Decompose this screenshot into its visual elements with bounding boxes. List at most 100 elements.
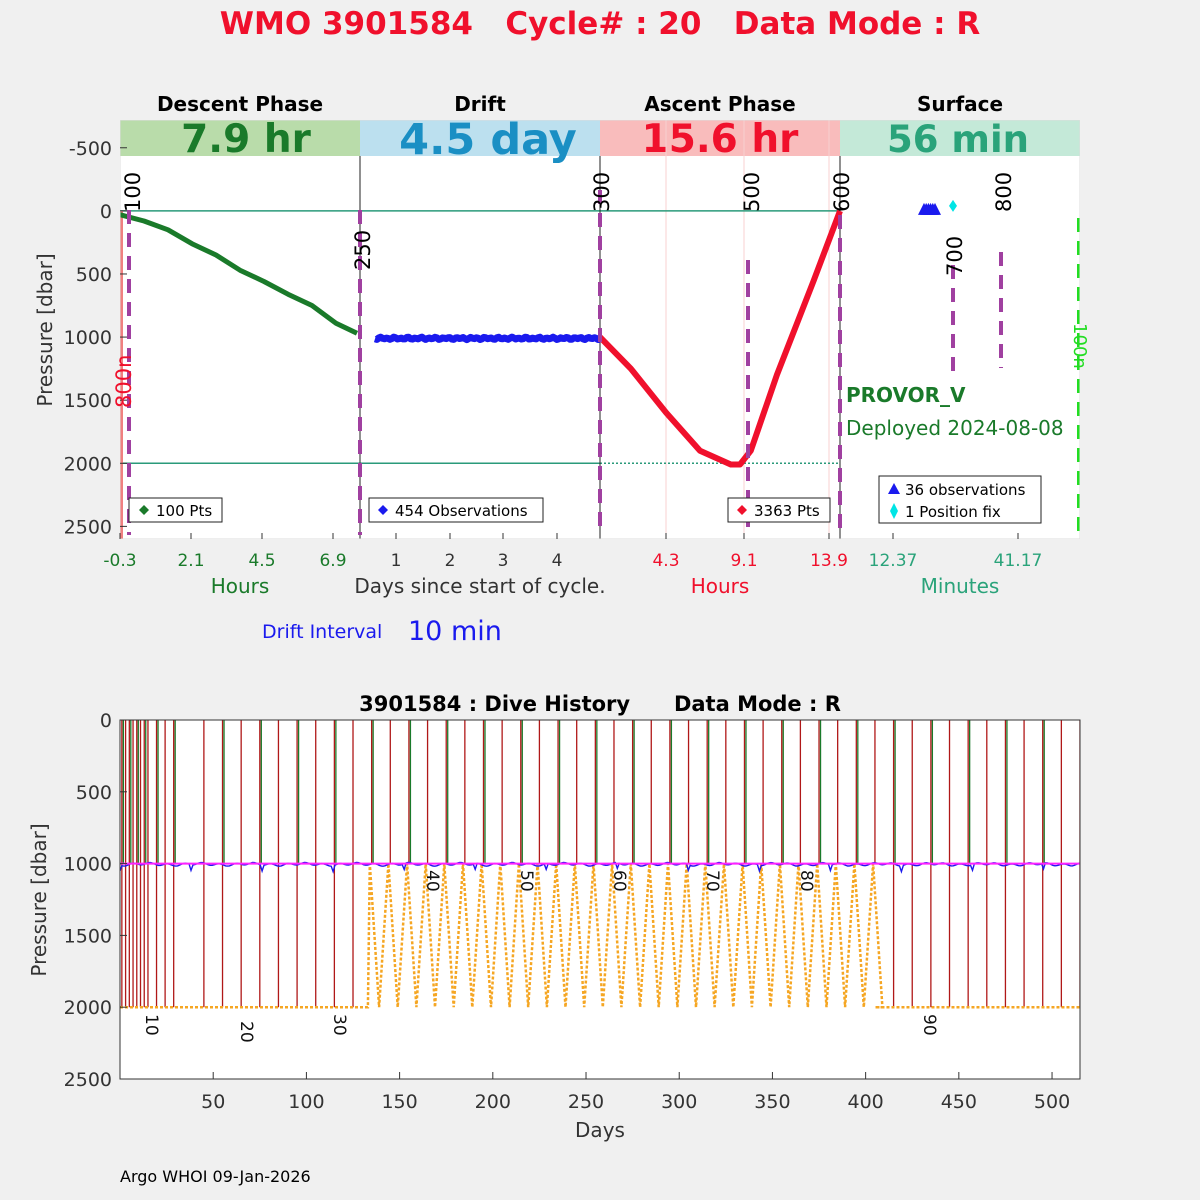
bottom-x-ticks: 50 100 150 200 250 300 350 400 450 500 [201,1072,1070,1113]
top-panel: Descent Phase Drift Ascent Phase Surface… [33,92,1090,647]
ascent-curve [597,209,843,468]
top-x-tick-label: 4 [552,551,563,571]
position-fix [949,199,957,212]
top-y-tick-label: 500 [76,264,112,286]
top-x-tick-label: 4.3 [652,551,679,571]
descent-legend-text: 100 Pts [156,502,212,520]
surface-phase-header: Surface [917,92,1003,116]
top-x-tick-label: -0.3 [103,551,136,571]
float-type: PROVOR_V [846,383,966,407]
left-edge-marker: 800n [112,355,136,408]
bottom-y-tick-label: 0 [100,710,112,732]
descent-duration-band [120,120,360,156]
bottom-plot-area [120,720,1080,1079]
footer-credit: Argo WHOI 09-Jan-2026 [120,1167,311,1186]
bottom-y-tick-label: 500 [76,782,112,804]
surface-obs-legend-marker [888,483,900,494]
index-marker-700: 700 [943,236,967,276]
descent-legend: 100 Pts [128,497,223,523]
top-x-tick-label: 41.17 [994,551,1043,571]
top-x-ticks: -0.3 2.1 4.5 6.9 1 2 3 4 4.3 9.1 13.9 12.37 41.17 [103,533,1042,571]
descent-legend-marker [139,505,149,515]
bottom-x-tick-label: 50 [201,1091,225,1113]
top-x-tick-label: 13.9 [810,551,848,571]
index-marker-500: 500 [740,172,764,212]
bottom-x-tick-label: 450 [941,1091,977,1113]
top-x-tick-label: 1 [391,551,402,571]
top-x-tick-label: 4.5 [248,551,275,571]
bottom-y-tick-label: 1500 [64,925,112,947]
top-y-tick-label: -500 [69,138,112,160]
drift-unit-label: Days since start of cycle. [354,574,605,598]
cycle-label: 20 [236,1021,256,1043]
bottom-panel: 3901584 : Dive History Data Mode : R 0 50… [27,692,1081,1142]
cycle-label: 10 [141,1014,161,1036]
drift-interval-value: 10 min [408,616,502,647]
descent-phase-header: Descent Phase [157,92,323,116]
bottom-x-tick-label: 400 [847,1091,883,1113]
ascent-legend-text: 3363 Pts [754,502,820,520]
bottom-x-tick-label: 300 [661,1091,697,1113]
index-marker-100: 100 [121,172,145,212]
bottom-y-tick-label: 2500 [64,1069,112,1091]
ascent-unit-label: Hours [691,574,750,598]
dive-history-title: 3901584 : Dive History Data Mode : R [359,692,841,716]
surface-duration: 56 min [887,118,1029,161]
bottom-y-tick-label: 1000 [64,854,112,876]
deployment-date: Deployed 2024-08-08 [846,416,1064,440]
top-y-ticks: -500 0 500 1000 1500 2000 2500 [64,138,127,538]
bottom-y-axis-label: Pressure [dbar] [27,823,51,976]
top-y-axis-label: Pressure [dbar] [33,253,57,406]
top-x-tick-label: 2.1 [177,551,204,571]
top-y-tick-label: 1000 [64,327,112,349]
top-plot-marks [120,120,1080,539]
bottom-x-tick-label: 200 [475,1091,511,1113]
bottom-x-tick-label: 250 [568,1091,604,1113]
ascent-legend-marker [737,505,747,515]
ascent-duration: 15.6 hr [642,117,800,162]
bottom-axes-box [119,719,1081,1080]
index-marker-250: 250 [351,230,375,270]
bottom-x-tick-label: 500 [1034,1091,1070,1113]
surface-observation [929,202,941,215]
cycle-label: 50 [516,870,536,892]
surface-legend: 36 observations 1 Position fix [878,475,1042,524]
cycle-label: 60 [609,870,629,892]
drift-legend-text: 454 Observations [395,502,528,520]
ascent-legend: 3363 Pts [727,497,831,523]
ascent-duration-band [600,120,840,156]
right-edge-marker: 100n [1069,323,1090,369]
cycle-label: 30 [329,1014,349,1036]
surface-unit-label: Minutes [921,574,1000,598]
cycle-labels: 10 20 30 40 50 60 70 80 90 [141,870,939,1043]
drift-interval-label: Drift Interval [262,621,382,643]
top-y-tick-label: 2500 [64,516,112,538]
drift-legend-marker [378,505,388,515]
descent-duration: 7.9 hr [181,117,311,162]
drift-duration-band [360,120,600,156]
drift-phase-header: Drift [454,92,506,116]
descent-unit-label: Hours [211,574,270,598]
drift-curve [373,333,602,344]
cycle-label: 40 [422,870,442,892]
drift-legend: 454 Observations [368,497,544,523]
cycle-label: 80 [796,870,816,892]
bottom-y-ticks: 0 500 1000 1500 2000 2500 [64,710,127,1091]
bottom-y-tick-label: 2000 [64,997,112,1019]
top-x-tick-label: 2 [445,551,456,571]
top-y-tick-label: 1500 [64,390,112,412]
cycle-label: 70 [702,870,722,892]
surface-obs-legend-text: 36 observations [905,481,1026,499]
top-x-tick-label: 9.1 [730,551,757,571]
cycle-label: 90 [919,1014,939,1036]
dive-history-marks [120,720,1080,1009]
ascent-phase-header: Ascent Phase [644,92,795,116]
position-fix-legend-text: 1 Position fix [905,503,1001,521]
drift-duration: 4.5 day [399,115,577,165]
descent-curve [120,212,359,336]
index-marker-800: 800 [992,172,1016,212]
figure-title: WMO 3901584 Cycle# : 20 Data Mode : R [220,6,981,42]
top-x-tick-label: 12.37 [869,551,918,571]
bottom-x-tick-label: 350 [754,1091,790,1113]
